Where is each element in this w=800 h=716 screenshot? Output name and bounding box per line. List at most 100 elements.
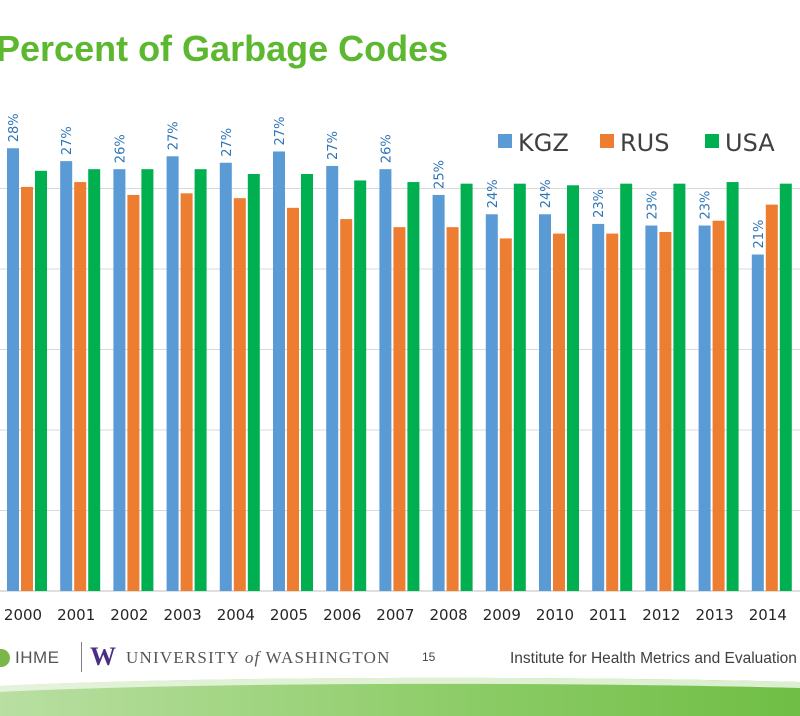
footer: IHME W UNIVERSITY of WASHINGTON 15 Insti…	[0, 636, 800, 680]
bar-kgz-2010	[539, 214, 551, 591]
institute-name: Institute for Health Metrics and Evaluat…	[510, 650, 797, 667]
bar-usa-2000	[35, 170, 47, 592]
bar-rus-2006	[340, 219, 353, 591]
university-prefix: UNIVERSITY	[126, 648, 240, 667]
uw-logo-icon: W	[90, 642, 116, 671]
legend-swatch-usa	[705, 134, 719, 148]
legend-swatch-kgz	[498, 134, 512, 148]
tick-label-2001: 2001	[57, 606, 95, 624]
bar-kgz-2007	[379, 169, 392, 591]
data-label-kgz-2002: 26%	[113, 134, 128, 163]
page-number: 15	[422, 650, 436, 664]
university-suffix: WASHINGTON	[265, 648, 391, 667]
data-label-kgz-2012: 23%	[645, 191, 660, 220]
footer-divider	[81, 642, 82, 672]
tick-label-2006: 2006	[323, 606, 361, 624]
tick-label-2002: 2002	[110, 606, 148, 624]
bar-usa-2002	[141, 169, 154, 591]
bar-kgz-2008	[432, 194, 445, 591]
ihme-logo-text: IHME	[15, 648, 60, 667]
tick-label-2000: 2000	[4, 606, 42, 624]
legend-swatch-rus	[600, 134, 614, 148]
tick-label-2003: 2003	[164, 606, 202, 624]
bar-usa-2005	[301, 174, 313, 591]
bar-kgz-2001	[60, 161, 73, 591]
bar-usa-2010	[567, 185, 579, 591]
tick-label-2005: 2005	[270, 606, 308, 624]
bar-usa-2008	[460, 183, 473, 592]
data-label-kgz-2001: 27%	[60, 126, 75, 155]
legend-label-kgz: KGZ	[518, 129, 569, 157]
data-label-kgz-2006: 27%	[326, 131, 341, 160]
bar-usa-2001	[88, 169, 101, 591]
bar-rus-2009	[499, 238, 512, 591]
bar-rus-2013	[712, 220, 725, 591]
slide-bottom-band	[0, 677, 800, 716]
data-labels: 28% 27% 26% 27% 27% 27% 27% 26% 25% 24% 24% 23% 23% 2…	[7, 113, 767, 249]
data-label-kgz-2013: 23%	[699, 191, 714, 220]
bar-usa-2006	[354, 180, 367, 591]
legend: KGZ RUS USA	[498, 129, 775, 157]
data-label-kgz-2004: 27%	[220, 128, 235, 157]
x-axis-tick-labels: 2000 2001 2002 2003 2004 2005 2006 2007 2008 2009…	[4, 606, 787, 624]
bar-kgz-2004	[219, 162, 232, 592]
bar-kgz-2002	[113, 169, 126, 591]
bar-kgz-2009	[485, 214, 498, 591]
bar-usa-2004	[247, 174, 260, 591]
data-label-kgz-2010: 24%	[539, 179, 554, 208]
tick-label-2013: 2013	[696, 606, 734, 624]
bar-rus-2000	[21, 186, 33, 591]
bar-rus-2010	[553, 233, 565, 591]
bar-rus-2011	[606, 233, 619, 591]
data-label-kgz-2014: 21%	[752, 220, 767, 249]
data-label-kgz-2011: 23%	[592, 189, 607, 218]
legend-label-rus: RUS	[620, 129, 669, 157]
data-label-kgz-2003: 27%	[167, 121, 182, 150]
bar-kgz-2013	[698, 225, 711, 591]
footer-band	[0, 677, 800, 716]
university-name: UNIVERSITY of WASHINGTON	[126, 648, 391, 668]
bar-rus-2003	[180, 193, 193, 591]
bar-kgz-2006	[326, 165, 339, 591]
bar-usa-2003	[194, 169, 207, 591]
bars	[7, 148, 792, 592]
legend-label-usa: USA	[725, 129, 775, 157]
university-of: of	[244, 648, 261, 667]
bar-kgz-2003	[166, 156, 179, 592]
bar-rus-2005	[287, 207, 299, 591]
data-label-kgz-2008: 25%	[433, 160, 448, 189]
bar-kgz-2012	[645, 225, 658, 591]
bar-rus-2012	[659, 231, 672, 591]
tick-label-2009: 2009	[483, 606, 521, 624]
bar-rus-2001	[74, 182, 87, 591]
tick-label-2007: 2007	[376, 606, 414, 624]
footer-band-highlight	[0, 677, 800, 692]
bar-kgz-2000	[7, 148, 19, 591]
bar-rus-2007	[393, 227, 406, 591]
bar-usa-2007	[407, 182, 420, 591]
data-label-kgz-2000: 28%	[7, 113, 22, 142]
bar-kgz-2005	[273, 151, 285, 591]
bar-usa-2012	[673, 183, 686, 592]
bar-usa-2009	[513, 183, 526, 592]
tick-label-2011: 2011	[589, 606, 627, 624]
tick-label-2014: 2014	[749, 606, 787, 624]
tick-label-2008: 2008	[430, 606, 468, 624]
bar-usa-2011	[620, 183, 633, 592]
slide-title: Percent of Garbage Codes	[0, 28, 449, 69]
bar-kgz-2011	[592, 223, 605, 592]
bar-usa-2013	[726, 182, 739, 591]
bar-rus-2004	[233, 198, 246, 591]
bar-rus-2002	[127, 194, 140, 591]
bar-rus-2008	[446, 227, 459, 591]
bar-usa-2014	[779, 183, 792, 592]
bar-kgz-2014	[751, 254, 764, 591]
tick-label-2012: 2012	[642, 606, 680, 624]
data-label-kgz-2007: 26%	[379, 134, 394, 163]
ihme-logo-icon	[0, 649, 10, 667]
data-label-kgz-2005: 27%	[273, 117, 288, 146]
tick-label-2010: 2010	[536, 606, 574, 624]
data-label-kgz-2009: 24%	[486, 179, 501, 208]
